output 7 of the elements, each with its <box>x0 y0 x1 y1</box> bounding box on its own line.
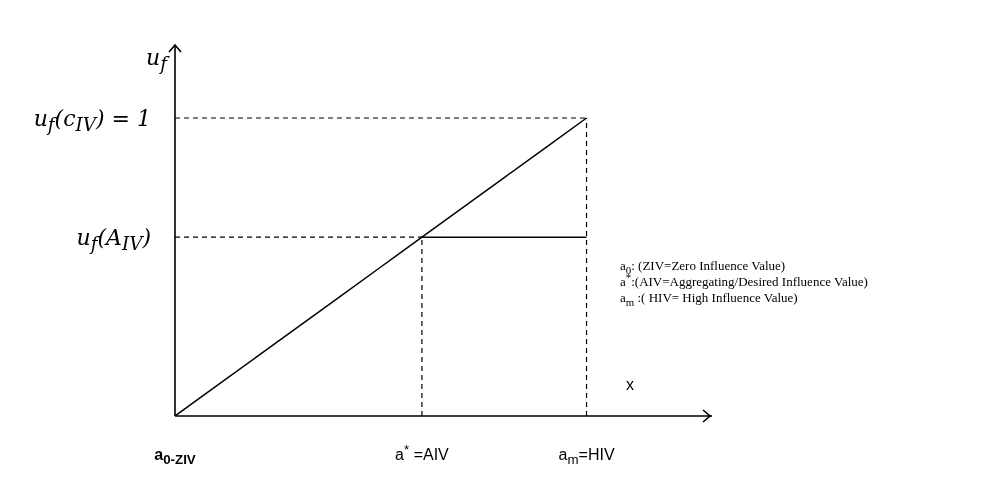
annotation: a$_{m}$ :( HIV= High Influence Value) <box>620 290 798 308</box>
x-axis-title: x <box>626 376 634 394</box>
x-tick-label: a$_{0-ZIV}$ <box>154 446 196 468</box>
x-tick-label: a$^{*}$ =AIV <box>395 441 449 464</box>
ref-line-label: u$_{f}$(c$_{IV}$) = 1 <box>33 105 151 135</box>
ref-line-label: u$_{f}$(A$_{IV}$) <box>76 224 151 255</box>
x-tick-label: a$_{m}$=HIV <box>558 446 615 468</box>
